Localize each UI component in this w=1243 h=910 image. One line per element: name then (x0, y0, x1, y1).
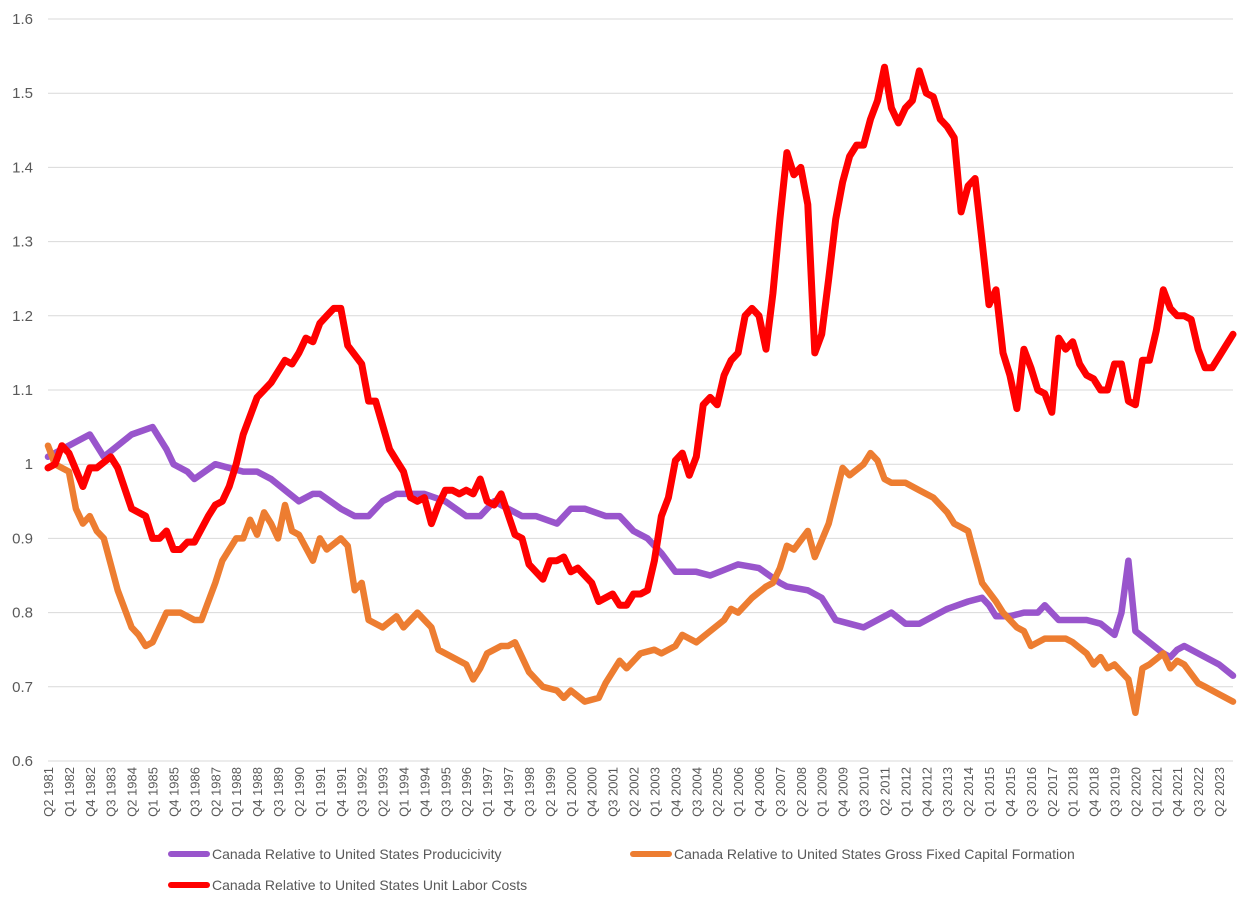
legend-item-productivity: Canada Relative to United States Produci… (168, 846, 501, 862)
x-tick-label: Q1 2006 (731, 767, 746, 817)
x-tick-label: Q1 1994 (397, 767, 412, 817)
x-tick-label: Q4 2000 (585, 767, 600, 817)
x-tick-label: Q1 2012 (898, 767, 913, 817)
x-tick-label: Q2 1984 (125, 767, 140, 817)
x-tick-label: Q4 1991 (334, 767, 349, 817)
x-tick-label: Q4 2021 (1170, 767, 1185, 817)
x-tick-label: Q4 2006 (752, 767, 767, 817)
x-tick-label: Q3 1986 (187, 767, 202, 817)
x-tick-label: Q1 1991 (313, 767, 328, 817)
x-tick-label: Q1 2003 (647, 767, 662, 817)
y-tick-label: 1.3 (12, 234, 33, 251)
series-line-0 (44, 423, 1237, 679)
legend-item-ulc: Canada Relative to United States Unit La… (168, 877, 527, 893)
y-tick-label: 1.4 (12, 159, 33, 176)
x-tick-label: Q4 1985 (166, 767, 181, 817)
x-tick-label: Q2 1996 (459, 767, 474, 817)
y-axis: 0.6 0.7 0.8 0.9 1 1.1 1.2 1.3 1.4 1.5 1.6 (12, 11, 33, 770)
x-tick-label: Q3 1989 (271, 767, 286, 817)
x-tick-label: Q1 2021 (1149, 767, 1164, 817)
x-tick-label: Q4 2015 (1003, 767, 1018, 817)
x-tick-label: Q2 1987 (208, 767, 223, 817)
x-tick-label: Q4 1988 (250, 767, 265, 817)
series-line-2 (44, 63, 1237, 609)
x-tick-label: Q3 2004 (689, 767, 704, 817)
x-tick-label: Q1 2000 (564, 767, 579, 817)
x-tick-label: Q2 2005 (710, 767, 725, 817)
x-axis: Q2 1981 Q1 1982 Q4 1982 Q3 1983 Q2 1984 Q1 19… (41, 767, 1227, 817)
x-tick-label: Q4 2003 (668, 767, 683, 817)
y-tick-label: 0.6 (12, 753, 33, 770)
y-tick-label: 0.9 (12, 530, 33, 547)
y-tick-label: 1.5 (12, 85, 33, 102)
x-tick-label: Q3 2016 (1024, 767, 1039, 817)
x-tick-label: Q3 1983 (104, 767, 119, 817)
x-tick-label: Q2 2023 (1212, 767, 1227, 817)
y-tick-label: 1.2 (12, 308, 33, 325)
x-tick-label: Q3 2019 (1108, 767, 1123, 817)
x-tick-label: Q3 2007 (773, 767, 788, 817)
x-tick-label: Q1 2018 (1066, 767, 1081, 817)
legend-swatch-ulc (168, 882, 210, 888)
series-line-1 (44, 442, 1237, 717)
y-tick-label: 0.7 (12, 679, 33, 696)
x-tick-label: Q1 2009 (815, 767, 830, 817)
x-tick-label: Q1 1985 (146, 767, 161, 817)
x-tick-label: Q1 1988 (229, 767, 244, 817)
series-lines (44, 63, 1237, 717)
x-tick-label: Q3 2001 (606, 767, 621, 817)
x-tick-label: Q2 1990 (292, 767, 307, 817)
x-tick-label: Q4 2018 (1087, 767, 1102, 817)
legend-label-ulc: Canada Relative to United States Unit La… (212, 877, 528, 893)
y-tick-label: 0.8 (12, 605, 33, 622)
legend-swatch-productivity (168, 851, 210, 857)
x-tick-label: Q2 1999 (543, 767, 558, 817)
x-tick-label: Q2 2011 (877, 767, 892, 816)
legend-item-gfcf: Canada Relative to United States Gross F… (630, 846, 1075, 862)
x-tick-label: Q3 2022 (1191, 767, 1206, 817)
gridlines (48, 18, 1233, 762)
x-tick-label: Q4 1994 (417, 767, 432, 817)
x-tick-label: Q2 2017 (1045, 767, 1060, 817)
x-tick-label: Q3 1995 (438, 767, 453, 817)
x-tick-label: Q2 2002 (627, 767, 642, 817)
legend-label-productivity: Canada Relative to United States Produci… (212, 846, 502, 862)
x-tick-label: Q4 2012 (919, 767, 934, 817)
x-tick-label: Q3 1992 (355, 767, 370, 817)
legend-swatch-gfcf (630, 851, 672, 857)
x-tick-label: Q2 2008 (794, 767, 809, 817)
x-tick-label: Q4 1982 (83, 767, 98, 817)
x-tick-label: Q1 1982 (62, 767, 77, 817)
x-tick-label: Q1 2015 (982, 767, 997, 817)
x-tick-label: Q2 2020 (1128, 767, 1143, 817)
x-tick-label: Q1 1997 (480, 767, 495, 817)
x-tick-label: Q2 1981 (41, 767, 56, 817)
x-tick-label: Q2 1993 (376, 767, 391, 817)
x-tick-label: Q3 1998 (522, 767, 537, 817)
x-tick-label: Q4 2009 (836, 767, 851, 817)
x-tick-label: Q4 1997 (501, 767, 516, 817)
x-tick-label: Q2 2014 (961, 767, 976, 817)
y-tick-label: 1.1 (12, 382, 33, 399)
x-tick-label: Q3 2013 (940, 767, 955, 817)
y-tick-label: 1.6 (12, 11, 33, 28)
y-tick-label: 1 (25, 456, 33, 473)
x-tick-label: Q3 2010 (857, 767, 872, 817)
legend-label-gfcf: Canada Relative to United States Gross F… (674, 846, 1075, 862)
